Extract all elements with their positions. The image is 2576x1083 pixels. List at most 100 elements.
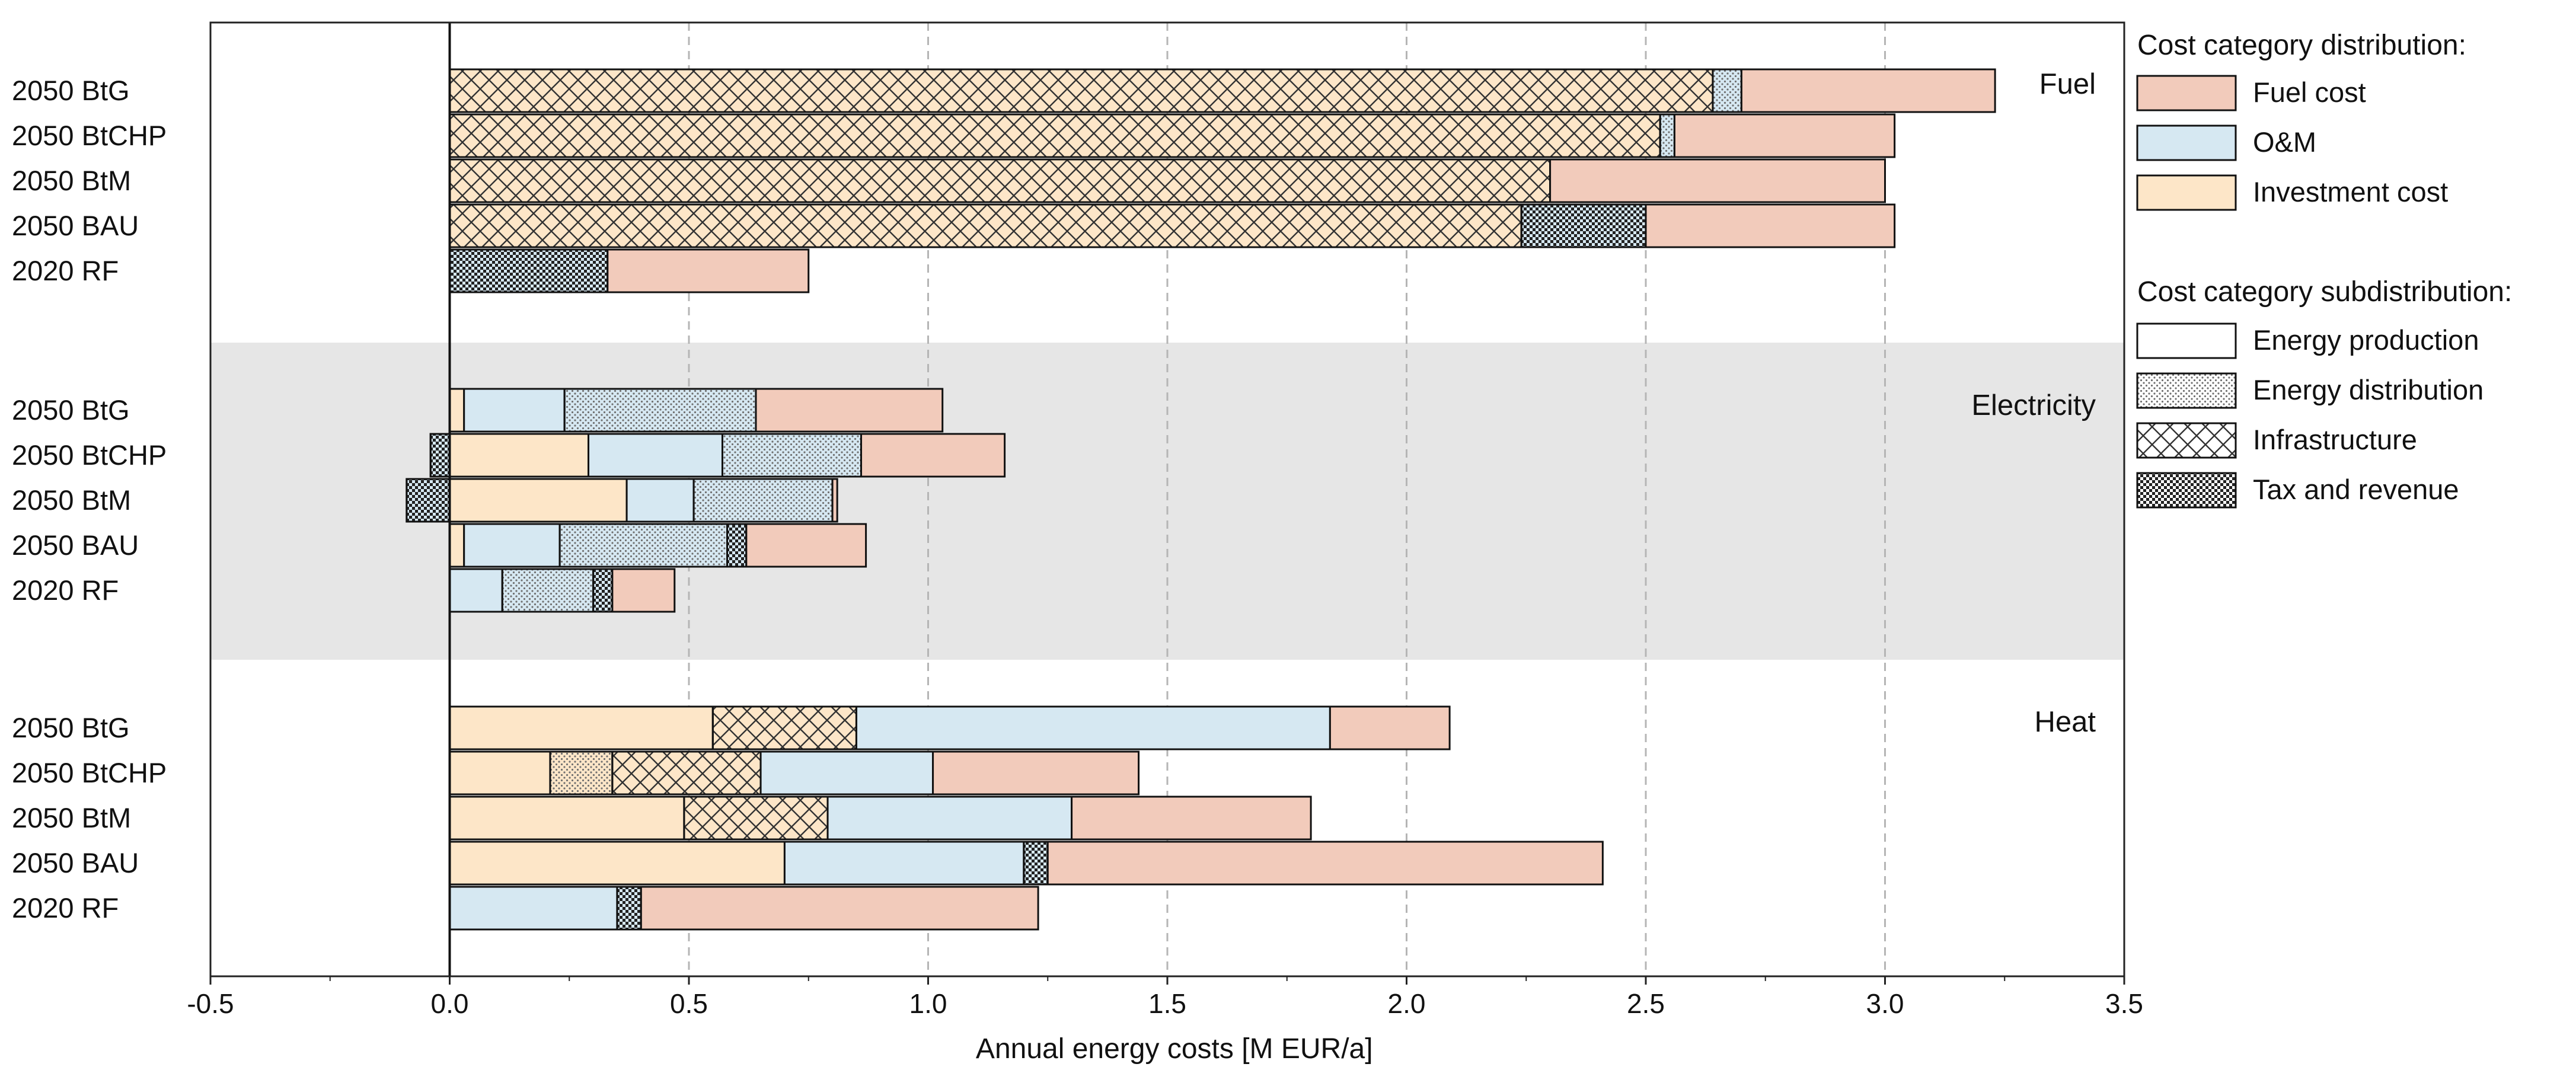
bar-segment-inv-prod xyxy=(449,478,628,523)
legend: Cost category distribution: Fuel cost O&M I… xyxy=(2136,30,2512,509)
bar-segment-pattern-dist xyxy=(549,750,614,796)
bar-segment-fuel-prod xyxy=(611,568,676,613)
bar-segment-om-prod xyxy=(783,841,1025,886)
bar-segment-fuel-prod xyxy=(932,750,1140,796)
bar-segment-fuel-prod xyxy=(1740,68,1996,113)
bar-segment-fuel-prod xyxy=(1071,796,1312,841)
legend-swatch-fuel xyxy=(2136,75,2237,111)
legend-label-prod: Energy production xyxy=(2253,324,2479,356)
bar-segment-om-prod xyxy=(625,478,695,523)
legend-label-inv: Investment cost xyxy=(2253,176,2448,207)
legend-label-tax: Tax and revenue xyxy=(2253,474,2459,505)
bar-segment-pattern-dist xyxy=(721,433,863,478)
legend-swatch-om xyxy=(2136,124,2237,161)
bar-segment-pattern-infra xyxy=(449,203,1522,248)
bar-segment-om-prod xyxy=(826,796,1073,841)
bar-segment-pattern-tax xyxy=(449,248,609,293)
bar-segment-pattern-tax xyxy=(616,886,642,931)
bar-segment-inv-prod xyxy=(449,750,551,796)
legend-swatch-pattern-tax xyxy=(2136,472,2237,509)
y-tick-label: 2020 RF xyxy=(12,574,119,606)
bar-segment-om-prod xyxy=(759,750,934,796)
bar-segment-om-prod xyxy=(449,886,618,931)
bar-segment-fuel-prod xyxy=(1549,158,1886,203)
bar-segment-inv-prod xyxy=(449,388,465,433)
legend-category-title: Cost category distribution: xyxy=(2137,30,2466,61)
bar-segment-inv-prod xyxy=(449,433,590,478)
x-tick-label: 3.0 xyxy=(1866,988,1904,1019)
y-tick-label: 2050 BAU xyxy=(12,210,139,241)
bar-segment-inv-prod xyxy=(449,796,685,841)
group-label-fuel: Fuel xyxy=(2039,68,2096,100)
y-tick-label: 2020 RF xyxy=(12,255,119,286)
legend-label-om: O&M xyxy=(2253,126,2316,158)
legend-swatch-pattern-dist xyxy=(2136,372,2237,409)
y-tick-label: 2050 BtCHP xyxy=(12,757,167,788)
bar-segment-pattern-tax xyxy=(406,478,451,523)
y-tick-label: 2020 RF xyxy=(12,892,119,924)
y-tick-label: 2050 BtM xyxy=(12,165,131,196)
x-tick-label: 0.0 xyxy=(431,988,469,1019)
bar-segment-pattern-dist xyxy=(1659,113,1675,158)
bar-segment-inv-prod xyxy=(449,705,714,750)
x-tick-label: 2.0 xyxy=(1388,988,1426,1019)
y-tick-label: 2050 BtG xyxy=(12,712,130,743)
bar-segment-om-prod xyxy=(463,388,566,433)
bar-segment-pattern-infra xyxy=(449,113,1661,158)
bar-segment-inv-prod xyxy=(449,841,786,886)
bar-segment-om-prod xyxy=(463,523,561,568)
legend-swatch-inv xyxy=(2136,174,2237,211)
bar-segment-fuel-prod xyxy=(1329,705,1451,750)
y-tick-label: 2050 BAU xyxy=(12,847,139,878)
bar-segment-pattern-dist xyxy=(563,388,757,433)
bar-segment-fuel-prod xyxy=(860,433,1006,478)
bar-segment-fuel-prod xyxy=(831,478,838,523)
legend-swatch-prod xyxy=(2136,322,2237,359)
y-tick-label: 2050 BtG xyxy=(12,394,130,426)
x-tick-label: 3.5 xyxy=(2105,988,2143,1019)
x-tick-label: 1.5 xyxy=(1148,988,1186,1019)
bar-segment-pattern-tax xyxy=(1520,203,1647,248)
legend-label-dist: Energy distribution xyxy=(2253,374,2484,405)
group-label-heat: Heat xyxy=(2034,706,2096,738)
bar-segment-fuel-prod xyxy=(640,886,1039,931)
bar-segment-om-prod xyxy=(588,433,723,478)
legend-label-fuel: Fuel cost xyxy=(2253,76,2366,108)
bar-segment-pattern-infra xyxy=(449,68,1714,113)
x-tick-label: -0.5 xyxy=(187,988,234,1019)
legend-label-infra: Infrastructure xyxy=(2253,424,2417,455)
group-label-electricity: Electricity xyxy=(1971,389,2096,421)
y-tick-label: 2050 BtG xyxy=(12,75,130,106)
bar-segment-fuel-prod xyxy=(607,248,810,293)
bar-segment-om-prod xyxy=(855,705,1331,750)
bar-segment-pattern-dist xyxy=(501,568,595,613)
y-tick-label: 2050 BtM xyxy=(12,484,131,516)
bar-segment-fuel-prod xyxy=(1645,203,1896,248)
x-axis-title: Annual energy costs [M EUR/a] xyxy=(976,1033,1373,1065)
y-tick-label: 2050 BtCHP xyxy=(12,439,167,471)
x-tick-label: 1.0 xyxy=(909,988,947,1019)
legend-swatch-pattern-infra xyxy=(2136,422,2237,459)
bar-segment-pattern-tax xyxy=(726,523,748,568)
y-tick-label: 2050 BtM xyxy=(12,802,131,833)
bar-segment-pattern-tax xyxy=(1023,841,1049,886)
y-tick-label: 2050 BtCHP xyxy=(12,120,167,151)
bar-segment-pattern-dist xyxy=(692,478,834,523)
bar-segment-pattern-infra xyxy=(683,796,829,841)
bar-segment-fuel-prod xyxy=(755,388,944,433)
y-tick-label: 2050 BAU xyxy=(12,529,139,561)
bar-segment-pattern-dist xyxy=(1712,68,1742,113)
bar-segment-pattern-infra xyxy=(611,750,762,796)
bar-segment-pattern-tax xyxy=(592,568,614,613)
bar-segment-om-prod xyxy=(449,568,503,613)
bar-segment-pattern-tax xyxy=(429,433,451,478)
bars-layer xyxy=(406,68,1996,931)
bar-segment-fuel-prod xyxy=(1046,841,1604,886)
x-tick-label: 0.5 xyxy=(670,988,708,1019)
bar-segment-fuel-prod xyxy=(745,523,867,568)
axes-layer: 2050 BtG 2050 BtCHP 2050 BtM 2050 BAU 2020 R… xyxy=(12,21,2143,1065)
bar-segment-pattern-infra xyxy=(711,705,857,750)
bar-segment-inv-prod xyxy=(449,523,465,568)
